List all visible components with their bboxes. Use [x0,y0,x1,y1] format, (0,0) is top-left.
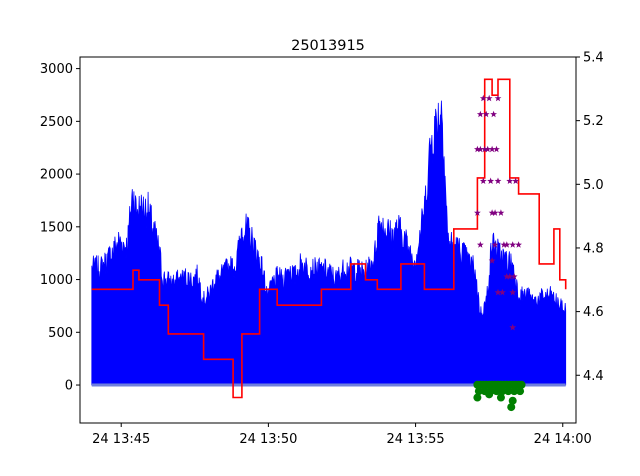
purple-star-marker [491,241,499,248]
purple-star-marker [497,209,505,216]
green-circle-marker [508,396,517,405]
right-axis-tick-label: 5.0 [583,178,604,193]
purple-star-marker [479,177,487,184]
step-line-series [91,78,567,399]
purple-star-marker [509,241,517,248]
left-axis: 0 500 1000 1500 2000 2500 3000 [40,62,80,394]
right-axis: 4.4 4.6 4.8 5.0 5.2 5.4 [576,51,604,384]
green-circle-marker [507,403,516,412]
purple-star-marker [510,273,518,280]
purple-star-marker [488,145,496,153]
purple-star-marker [488,209,496,216]
right-axis-tick-label: 4.4 [583,369,604,384]
chart-title: 25013915 [291,38,365,54]
spiky-area-series [91,100,567,386]
right-axis-tick-label: 4.8 [583,241,604,256]
purple-star-marker [476,241,484,248]
purple-star-marker [484,145,492,153]
bottom-axis-tick-label: 24 14:00 [534,432,592,447]
right-axis-tick-label: 5.4 [583,51,604,66]
purple-star-marker [503,241,511,248]
purple-star-marker [488,257,496,264]
bottom-axis: 24 13:45 24 13:50 24 13:55 24 14:00 [92,423,592,447]
purple-star-marker [493,145,500,153]
green-circle-marker [485,390,494,399]
green-circle-marker [517,380,526,389]
purple-star-marker [476,110,484,118]
purple-star-marker [506,177,514,184]
purple-star-marker [481,145,489,153]
right-axis-tick-label: 4.6 [583,305,604,320]
plot-area [91,78,567,412]
purple-star-marker [503,273,511,280]
green-circle-marker [492,387,501,396]
left-axis-tick-label: 500 [48,326,73,341]
left-axis-tick-label: 2000 [40,168,73,183]
left-axis-tick-label: 1500 [40,220,73,235]
purple-star-marker [499,288,506,296]
green-circle-marker [474,387,483,396]
purple-star-marker [482,110,490,118]
left-axis-tick-label: 1000 [40,273,73,288]
green-circle-marker [496,393,505,402]
purple-star-marker [509,323,517,331]
bottom-axis-tick-label: 24 13:55 [387,432,445,447]
right-axis-tick-label: 5.2 [583,114,604,129]
green-circle-marker [516,387,525,396]
purple-star-marker [474,209,481,216]
green-circle-marker [504,387,513,396]
purple-star-marker [512,177,520,184]
purple-star-marker [515,241,522,248]
green-circle-marker [510,387,519,396]
purple-star-marker [506,273,514,280]
purple-star-marker [509,288,517,296]
bottom-axis-tick-label: 24 13:45 [92,432,150,447]
purple-star-marker [487,177,495,184]
left-axis-tick-label: 2500 [40,115,73,130]
purple-star-marker [494,94,502,102]
purple-star-marker [494,288,502,296]
purple-star-marker [494,177,502,184]
purple-star-marker [500,241,508,248]
green-circle-marker [473,393,482,402]
left-axis-tick-label: 0 [65,379,73,394]
purple-star-marker [491,209,499,216]
left-axis-tick-label: 3000 [40,62,73,77]
purple-star-marker [479,94,487,102]
green-circle-marker [498,387,507,396]
bottom-axis-tick-label: 24 13:50 [239,432,297,447]
purple-star-marker [485,94,493,102]
plot-frame [79,56,577,424]
purple-star-marker [476,145,484,153]
purple-star-marker [474,145,481,153]
purple-star-marker [490,110,497,118]
